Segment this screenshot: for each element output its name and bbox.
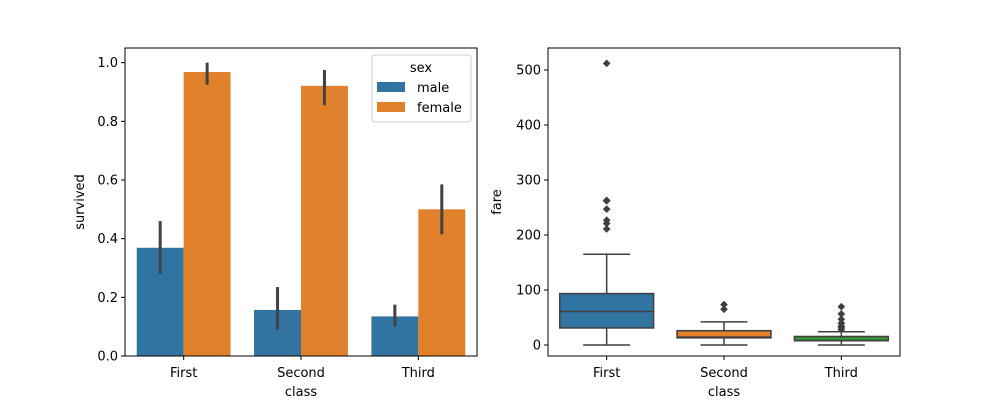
outlier-point [837, 302, 846, 311]
outlier-point [602, 224, 611, 233]
box-second [676, 300, 772, 346]
y-tick-label-right: 200 [516, 229, 541, 244]
y-tick-label-right: 100 [516, 284, 541, 299]
x-tick-label-right: Third [824, 366, 858, 381]
y-axis-label-left: survived [73, 174, 88, 230]
y-tick-label-left: 1.0 [97, 56, 118, 71]
ticks-left: 0.0 0.2 0.4 0.6 0.8 1.0 First Second Third [97, 56, 435, 381]
x-tick-label-right: First [593, 366, 620, 381]
y-tick-label-right: 500 [516, 64, 541, 79]
legend-label-male: male [417, 81, 449, 96]
outlier-point [720, 305, 728, 314]
x-tick-label-left: First [170, 366, 197, 381]
y-tick-label-left: 0.4 [97, 232, 118, 247]
ticks-right: 0 100 200 300 400 500 First Second Third [516, 64, 858, 382]
outlier-point [602, 196, 611, 205]
y-tick-label-right: 400 [516, 119, 541, 134]
bar-female-second [301, 85, 348, 356]
legend: sex male female [371, 54, 472, 123]
x-axis-label-right: class [708, 385, 740, 400]
outlier-point [837, 309, 846, 318]
plot-area-left [136, 62, 466, 356]
box-third [793, 302, 890, 346]
x-axis-label-left: class [285, 385, 317, 400]
y-tick-label-left: 0.6 [97, 174, 118, 189]
legend-swatch-male [377, 82, 405, 92]
y-tick-label-left: 0.0 [97, 350, 118, 365]
legend-swatch-female [377, 102, 405, 112]
legend-label-female: female [417, 101, 462, 116]
fare-box-plot: class fare 0 100 200 300 400 500 First Second Th… [490, 47, 901, 400]
outlier-point [602, 216, 611, 225]
x-tick-label-left: Third [401, 366, 435, 381]
y-tick-label-right: 300 [516, 174, 541, 189]
y-tick-label-left: 0.8 [97, 115, 118, 130]
box-first [558, 59, 655, 346]
legend-title: sex [410, 61, 433, 76]
outlier-point [720, 300, 728, 309]
outlier-point [837, 319, 846, 328]
x-tick-label-right: Second [700, 366, 748, 381]
survival-bar-chart: class survived 0.0 0.2 0.4 0.6 0.8 1.0 First Se… [73, 47, 478, 400]
outlier-point [837, 315, 846, 324]
y-axis-label-right: fare [490, 189, 505, 215]
plot-area-right [558, 59, 890, 346]
y-tick-label-left: 0.2 [97, 291, 118, 306]
bar-female-first [183, 72, 231, 356]
x-tick-label-left: Second [277, 366, 325, 381]
outlier-point [602, 59, 611, 68]
y-tick-label-right: 0 [533, 339, 541, 354]
outlier-point [602, 205, 611, 214]
